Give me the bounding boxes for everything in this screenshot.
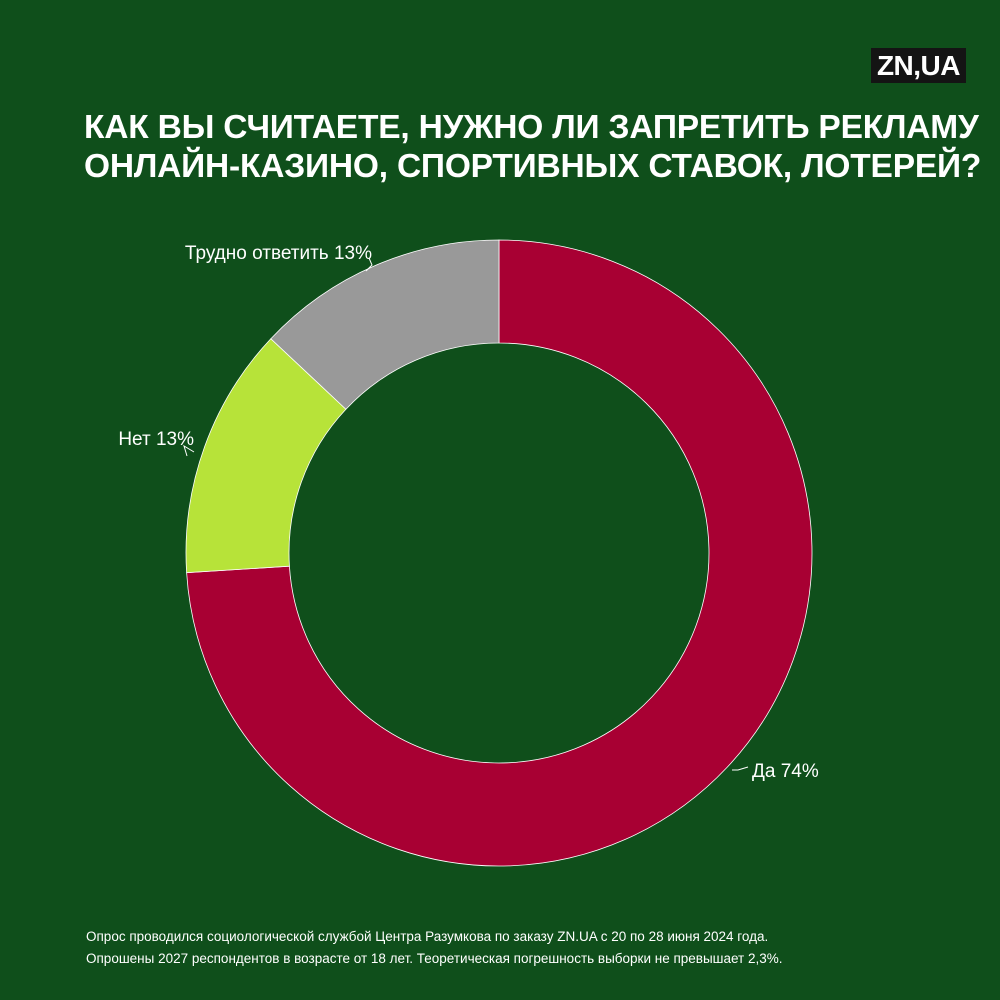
title-line-2: ОНЛАЙН-КАЗИНО, СПОРТИВНЫХ СТАВОК, ЛОТЕРЕ… — [84, 148, 982, 185]
slice-label-yes-leader — [732, 766, 749, 771]
footnote-line-1: Опрос проводился социологической службой… — [86, 929, 769, 944]
donut-slice-yes — [186, 239, 813, 867]
survey-footnote: Опрос проводился социологической службой… — [86, 926, 966, 970]
page-title: КАК ВЫ СЧИТАЕТЕ, НУЖНО ЛИ ЗАПРЕТИТЬ РЕКЛ… — [84, 108, 982, 186]
slice-label-no: Нет 13% — [118, 429, 194, 450]
slice-label-no-leader — [183, 444, 195, 457]
slice-label-hard-to-say: Трудно ответить 13% — [185, 243, 372, 264]
slice-label-yes: Да 74% — [752, 761, 819, 782]
slice-label-hard-to-say-leader — [365, 257, 373, 272]
zn-ua-logo: ZN,UA — [870, 48, 966, 83]
title-line-1: КАК ВЫ СЧИТАЕТЕ, НУЖНО ЛИ ЗАПРЕТИТЬ РЕКЛ… — [84, 109, 979, 146]
donut-slice-hard-to-say — [270, 239, 500, 410]
footnote-line-2: Опрошены 2027 респондентов в возрасте от… — [86, 951, 783, 966]
